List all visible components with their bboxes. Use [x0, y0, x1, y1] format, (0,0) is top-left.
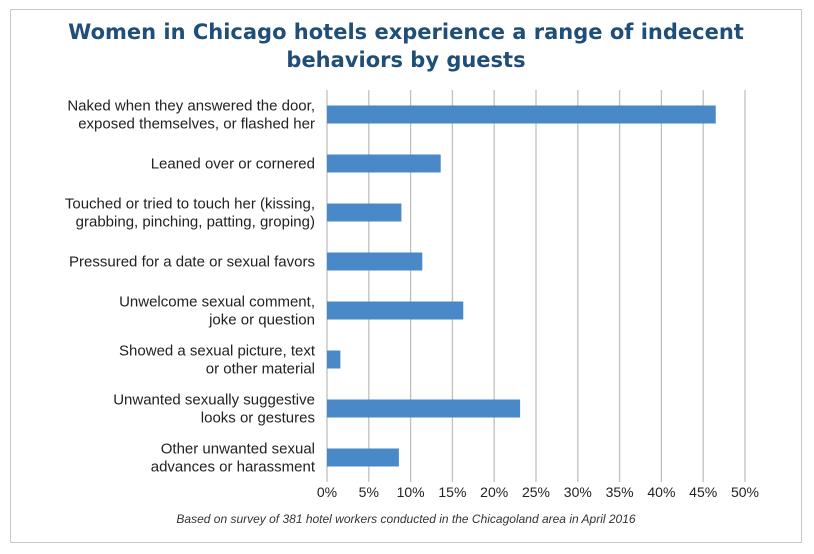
bar [327, 350, 341, 369]
bar [327, 301, 464, 320]
category-label: Naked when they answered the door, [67, 98, 315, 115]
category-label: exposed themselves, or flashed her [78, 116, 315, 133]
bar [327, 252, 423, 271]
category-label: Showed a sexual picture, text [119, 343, 316, 360]
category-label: Leaned over or cornered [151, 156, 315, 173]
category-label: Other unwanted sexual [161, 441, 315, 458]
bar [327, 448, 399, 467]
bar [327, 105, 716, 124]
bar [327, 154, 441, 173]
x-tick-label: 0% [317, 484, 337, 500]
category-label: advances or harassment [151, 459, 316, 476]
x-tick-label: 5% [359, 484, 379, 500]
x-tick-label: 45% [689, 484, 717, 500]
x-tick-label: 50% [731, 484, 759, 500]
gridlines [326, 90, 746, 482]
x-tick-labels: 0% 5% 10% 15% 20% 25% 30% 35% 40% 45% 50% [317, 484, 759, 500]
x-tick-label: 10% [397, 484, 425, 500]
x-tick-label: 30% [564, 484, 592, 500]
x-tick-label: 25% [522, 484, 550, 500]
bar [327, 399, 521, 418]
category-label: Unwelcome sexual comment, [119, 294, 315, 311]
category-label: joke or question [208, 312, 315, 329]
chart-title: Women in Chicago hotels experience a ran… [68, 20, 744, 72]
x-tick-label: 40% [647, 484, 675, 500]
bar [327, 203, 402, 222]
x-tick-label: 20% [480, 484, 508, 500]
category-label: or other material [206, 361, 315, 378]
bars [327, 105, 716, 467]
category-labels: Naked when they answered the door,expose… [65, 98, 316, 476]
category-label: Touched or tried to touch her (kissing, [65, 196, 315, 213]
chart-frame [10, 9, 802, 543]
category-label: Unwanted sexually suggestive [113, 392, 315, 409]
category-label: Pressured for a date or sexual favors [69, 254, 315, 271]
category-label: grabbing, pinching, patting, groping) [76, 214, 315, 231]
x-tick-label: 15% [438, 484, 466, 500]
category-label: looks or gestures [201, 410, 315, 427]
source-note: Based on survey of 381 hotel workers con… [176, 512, 636, 526]
x-tick-label: 35% [606, 484, 634, 500]
